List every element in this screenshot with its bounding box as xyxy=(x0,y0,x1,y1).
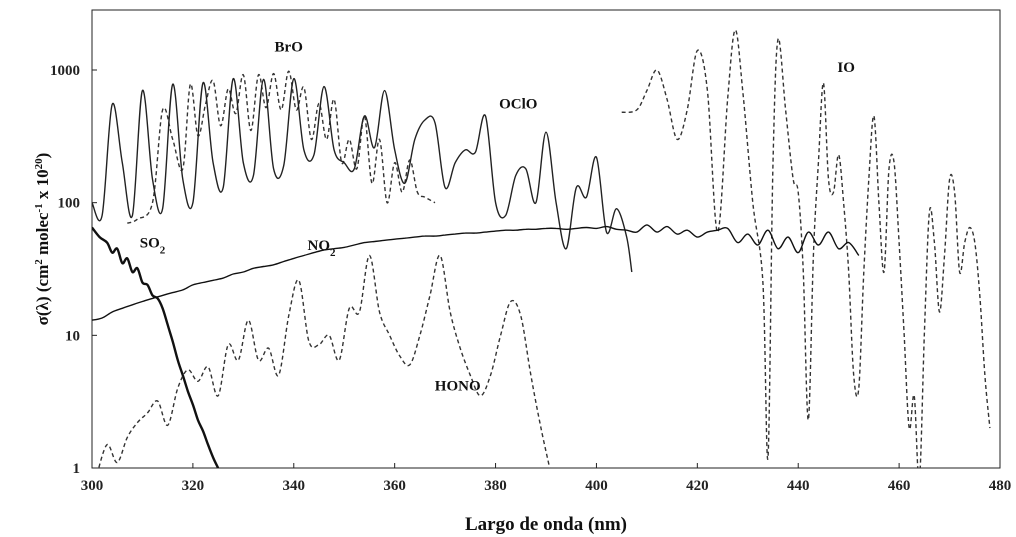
y-tick-label: 100 xyxy=(58,196,81,212)
y-axis-title-sup: -1 xyxy=(33,203,45,212)
y-tick-label: 10 xyxy=(65,328,80,344)
series-line-so2 xyxy=(92,226,220,468)
x-tick-label: 380 xyxy=(484,478,507,494)
y-tick-label: 1000 xyxy=(50,63,80,79)
x-tick-label: 420 xyxy=(686,478,709,494)
series-line-oclo xyxy=(92,77,633,273)
x-tick-label: 440 xyxy=(787,478,810,494)
x-tick-label: 360 xyxy=(383,478,406,494)
series-label-subscript: 2 xyxy=(330,247,336,259)
series-label-text: HONO xyxy=(435,378,481,394)
x-tick-label: 480 xyxy=(989,478,1012,494)
series-label-no2: NO2 xyxy=(308,238,337,259)
y-axis-title-part: σ(λ) (cm xyxy=(33,265,52,326)
x-tick-label: 400 xyxy=(585,478,608,494)
series-label-bro: BrO xyxy=(275,40,303,56)
series-label-text: BrO xyxy=(275,40,303,56)
y-axis-title-sup: 2 xyxy=(33,259,45,265)
series-label-text: IO xyxy=(837,60,855,76)
x-tick-label: 340 xyxy=(283,478,306,494)
y-axis-title-part: x 10 xyxy=(33,169,52,203)
series-label-text: NO xyxy=(308,238,331,254)
y-axis-title-part: molec xyxy=(33,212,52,259)
series-line-bro xyxy=(127,70,436,224)
series-label-io: IO xyxy=(837,60,855,76)
series-lines xyxy=(92,29,991,468)
plot-frame xyxy=(91,9,1001,469)
y-axis-title-part: ) xyxy=(33,153,52,159)
y-axis-title-sup: 20 xyxy=(33,158,45,170)
x-tick-label: 300 xyxy=(81,478,104,494)
series-line-hono xyxy=(98,254,551,468)
series-label-subscript: 2 xyxy=(160,245,166,257)
series-line-io xyxy=(621,29,991,468)
series-label-oclo: OClO xyxy=(499,96,537,112)
y-tick-label: 1 xyxy=(73,461,81,477)
series-line-no2 xyxy=(92,224,860,321)
series-label-text: SO xyxy=(140,236,160,252)
x-tick-label: 320 xyxy=(182,478,205,494)
y-axis-ticks: 1 10 100 1000 xyxy=(50,63,97,477)
x-axis-ticks: 300 320 340 360 380 400 420 440 460 480 xyxy=(81,463,1012,494)
series-label-text: OClO xyxy=(499,96,537,112)
y-axis-title: σ(λ) (cm2 molec-1 x 1020) xyxy=(33,153,52,326)
x-tick-label: 460 xyxy=(888,478,911,494)
series-label-hono: HONO xyxy=(435,378,481,394)
series-label-so2: SO2 xyxy=(140,236,166,257)
x-axis-title: Largo de onda (nm) xyxy=(465,514,627,535)
